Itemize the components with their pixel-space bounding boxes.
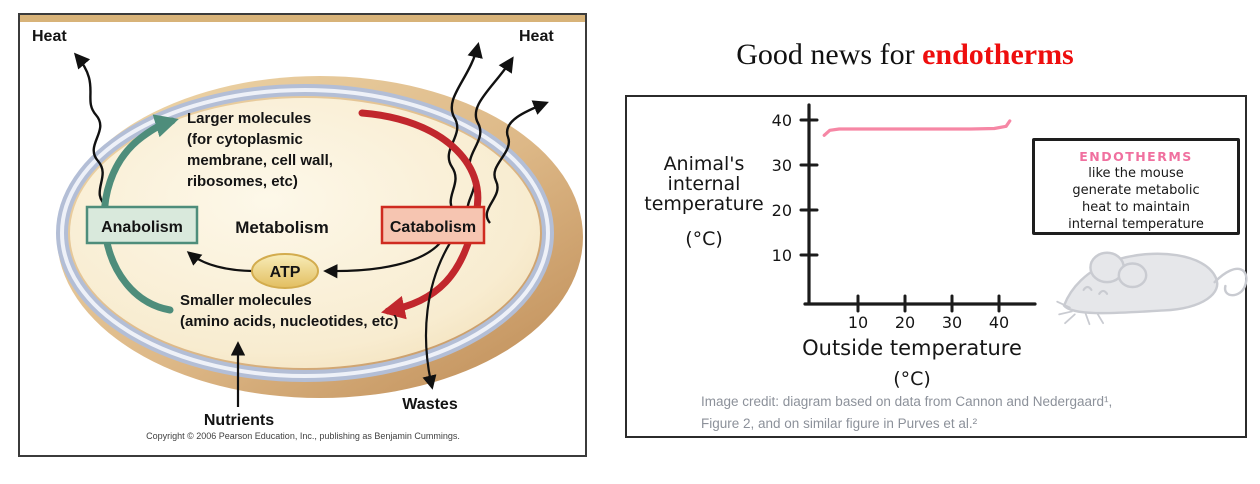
anabolism-box	[85, 205, 199, 245]
endotherms-note-title: ENDOTHERMS	[1079, 149, 1193, 164]
image-credit-line-2: Figure 2, and on similar figure in Purve…	[701, 416, 978, 431]
temperature-chart: 40 30 20 10 10 20 30 40 Animal's internal temp…	[644, 103, 1037, 390]
endotherms-note-line-3: heat to maintain	[1081, 200, 1190, 215]
x-tick-label: 40	[989, 313, 1009, 332]
copyright-text: Copyright © 2006 Pearson Education, Inc.…	[146, 431, 460, 441]
cell-membrane-gap	[60, 88, 550, 378]
y-tick-label: 10	[772, 246, 792, 265]
smaller-molecules-line-1: Smaller molecules	[180, 292, 312, 309]
metabolism-label: Metabolism	[235, 218, 329, 237]
slide-title-highlight: endotherms	[922, 38, 1074, 71]
y-axis-label-line-2: internal	[668, 173, 741, 195]
heat-wave-arrow-right-3	[485, 100, 549, 224]
y-tick-label: 40	[772, 111, 792, 130]
metabolism-figure: Anabolism Catabolism Metabolism ATP Larg…	[18, 13, 587, 457]
mouse-ear-front	[1117, 262, 1148, 289]
heat-label-left: Heat	[32, 28, 67, 45]
mouse-tail	[1213, 267, 1248, 297]
wastes-label: Wastes	[402, 396, 458, 413]
x-tick-label: 30	[942, 313, 962, 332]
atp-label: ATP	[270, 264, 301, 281]
catabolism-box	[380, 205, 486, 245]
x-axis-label-line-1: Outside temperature	[802, 336, 1022, 360]
endotherms-note-line-1: like the mouse	[1088, 166, 1184, 181]
y-tick-label: 20	[772, 201, 792, 220]
chart-axes	[803, 103, 1037, 306]
larger-molecules-line-2: (for cytoplasmic	[187, 131, 303, 148]
anabolism-arrow	[100, 114, 179, 314]
endotherms-note-line-4: internal temperature	[1068, 217, 1204, 232]
figure-crop-strip	[20, 15, 585, 22]
larger-molecules-line-1: Larger molecules	[187, 110, 311, 127]
y-axis-ticks: 40 30 20 10	[772, 111, 819, 265]
y-axis-label-line-4: (°C)	[685, 228, 723, 250]
x-axis-label-line-2: (°C)	[893, 368, 931, 390]
slide-title: Good news for endotherms	[570, 38, 1240, 72]
anabolism-label: Anabolism	[101, 219, 183, 236]
mouse-drawing	[1056, 251, 1248, 326]
wastes-arrow	[422, 242, 451, 390]
image-credit: Image credit: diagram based on data from…	[701, 391, 1201, 435]
x-tick-label: 20	[895, 313, 915, 332]
y-tick-label: 30	[772, 156, 792, 175]
y-axis-label-line-1: Animal's	[664, 153, 745, 175]
metabolism-diagram-canvas: Anabolism Catabolism Metabolism ATP Larg…	[20, 15, 585, 441]
internal-temperature-line	[822, 119, 1012, 137]
heat-wave-arrow-right-2	[466, 56, 514, 220]
heat-label-right: Heat	[519, 28, 554, 45]
larger-molecules-line-3: membrane, cell wall,	[187, 152, 333, 169]
catabolism-label: Catabolism	[390, 219, 476, 236]
catabolism-to-atp-arrow	[323, 242, 441, 279]
mouse-eyes	[1082, 285, 1109, 295]
smaller-molecules-line-2: (amino acids, nucleotides, etc)	[180, 313, 398, 330]
mouse-whiskers	[1056, 300, 1105, 326]
endotherms-note-line-2: generate metabolic	[1072, 183, 1200, 198]
heat-wave-arrow-left	[73, 52, 109, 208]
slide-title-prefix: Good news for	[736, 38, 923, 71]
heat-wave-arrow-right-1	[447, 41, 483, 216]
image-credit-line-1: Image credit: diagram based on data from…	[701, 394, 1113, 409]
endotherm-chart-panel: 40 30 20 10 10 20 30 40 Animal's internal temp…	[625, 95, 1248, 438]
nutrients-label: Nutrients	[204, 412, 274, 429]
x-axis-ticks: 10 20 30 40	[848, 294, 1009, 332]
endotherms-note-box: ENDOTHERMS like the mouse generate metab…	[1032, 138, 1240, 235]
larger-molecules-line-4: ribosomes, etc)	[187, 173, 298, 190]
x-tick-label: 10	[848, 313, 868, 332]
atp-blob	[251, 253, 319, 289]
y-axis-label-line-3: temperature	[644, 193, 763, 215]
